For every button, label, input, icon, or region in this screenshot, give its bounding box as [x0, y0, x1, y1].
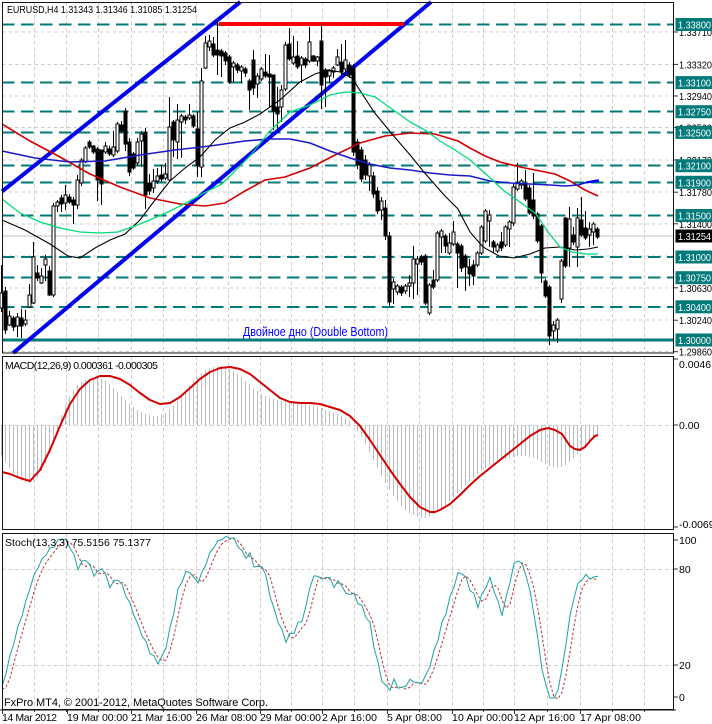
svg-text:1.33800: 1.33800 [678, 20, 711, 32]
svg-text:1.29860: 1.29860 [679, 347, 712, 359]
svg-text:MACD(12,26,9) 0.000361 -0.0003: MACD(12,26,9) 0.000361 -0.000305 [5, 360, 158, 372]
svg-text:1.32940: 1.32940 [679, 91, 712, 103]
svg-text:19 Mar 00:00: 19 Mar 00:00 [67, 712, 128, 724]
svg-text:10 Apr 00:00: 10 Apr 00:00 [452, 712, 513, 724]
svg-text:21 Mar 16:00: 21 Mar 16:00 [131, 712, 192, 724]
svg-text:2 Apr 16:00: 2 Apr 16:00 [322, 712, 377, 724]
svg-text:Двойное дно (Double Bottom): Двойное дно (Double Bottom) [243, 325, 388, 339]
svg-text:1.32100: 1.32100 [678, 161, 711, 173]
svg-text:1.30400: 1.30400 [678, 302, 711, 314]
svg-text:1.32750: 1.32750 [678, 107, 711, 119]
svg-text:-0.00698: -0.00698 [679, 519, 712, 531]
svg-text:20: 20 [679, 660, 691, 672]
svg-text:EURUSD,H4 1.31343 1.31346 1.3: EURUSD,H4 1.31343 1.31346 1.31085 1.3125… [7, 5, 197, 16]
svg-text:1.31500: 1.31500 [678, 211, 711, 223]
svg-text:0.00: 0.00 [679, 420, 700, 432]
svg-text:5 Apr 08:00: 5 Apr 08:00 [387, 712, 442, 724]
svg-text:12 Apr 16:00: 12 Apr 16:00 [514, 712, 575, 724]
svg-text:0.0046: 0.0046 [679, 359, 711, 371]
svg-text:80: 80 [679, 564, 691, 576]
svg-text:29 Mar 00:00: 29 Mar 00:00 [260, 712, 321, 724]
svg-text:Stoch(13,3,3) 75.5156 75.1377: Stoch(13,3,3) 75.5156 75.1377 [5, 537, 151, 549]
svg-text:100: 100 [679, 535, 697, 547]
svg-text:1.32500: 1.32500 [678, 127, 711, 139]
svg-text:1.31780: 1.31780 [679, 187, 712, 199]
svg-text:0: 0 [679, 692, 685, 704]
svg-text:14 Mar 2012: 14 Mar 2012 [2, 712, 57, 724]
svg-text:1.31900: 1.31900 [678, 177, 711, 189]
svg-text:1.30240: 1.30240 [679, 315, 712, 327]
svg-text:1.31000: 1.31000 [678, 252, 711, 264]
svg-text:1.33100: 1.33100 [678, 78, 711, 90]
svg-text:1.31254: 1.31254 [678, 231, 711, 243]
svg-text:26 Mar 08:00: 26 Mar 08:00 [196, 712, 257, 724]
svg-text:17 Apr 08:00: 17 Apr 08:00 [580, 712, 641, 724]
svg-text:1.30000: 1.30000 [678, 335, 711, 347]
svg-text:1.30750: 1.30750 [678, 273, 711, 285]
svg-text:1.30630: 1.30630 [679, 283, 712, 295]
svg-text:FxPro MT4, © 2001-2012, MetaQu: FxPro MT4, © 2001-2012, MetaQuotes Softw… [4, 697, 268, 709]
svg-text:1.33320: 1.33320 [679, 59, 712, 71]
